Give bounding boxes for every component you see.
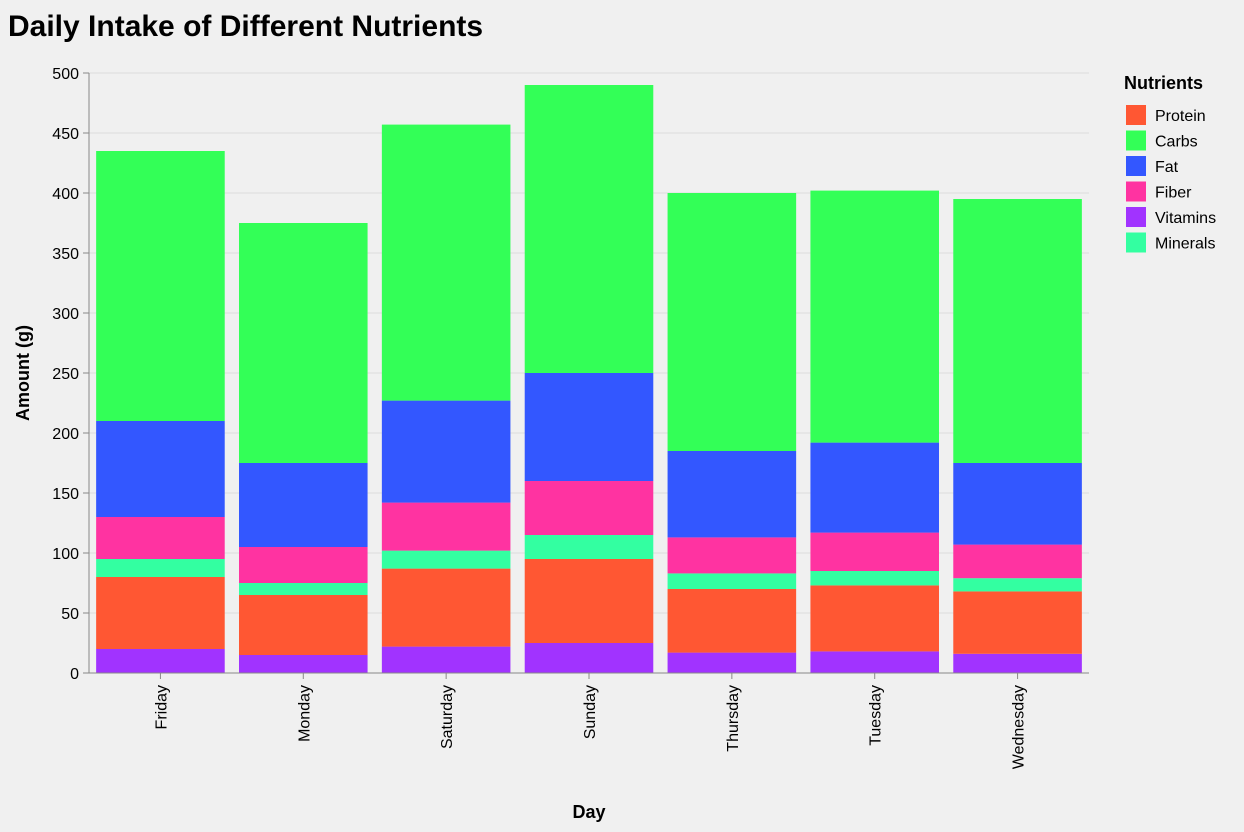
y-tick-label: 0 bbox=[70, 666, 79, 683]
bar-tuesday-fat bbox=[810, 442, 939, 533]
bar-saturday-fat bbox=[381, 400, 511, 503]
legend-label-carbs: Carbs bbox=[1155, 134, 1198, 151]
axes: 0 50 100 150 200 250 300 350 400 450 500 Friday Mond… bbox=[52, 66, 1089, 769]
bar-sunday-protein bbox=[524, 559, 654, 643]
chart-title: Daily Intake of Different Nutrients bbox=[8, 10, 483, 43]
legend-swatch-fat bbox=[1126, 156, 1146, 176]
bar-sunday-carbs bbox=[524, 85, 654, 373]
bar-sunday-minerals bbox=[524, 535, 654, 559]
bar-friday-vitamins bbox=[96, 649, 225, 673]
bar-thursday-minerals bbox=[667, 573, 797, 589]
bar-thursday-carbs bbox=[667, 193, 797, 451]
bar-tuesday-fiber bbox=[810, 532, 939, 571]
bar-monday-fiber bbox=[239, 547, 368, 583]
x-tick-label: Saturday bbox=[439, 685, 456, 749]
bar-wednesday-minerals bbox=[953, 578, 1082, 592]
bar-wednesday-fiber bbox=[953, 544, 1082, 579]
bar-thursday-protein bbox=[667, 589, 797, 653]
bar-friday-fiber bbox=[96, 517, 225, 559]
bar-monday-vitamins bbox=[239, 655, 368, 673]
x-tick-label: Friday bbox=[153, 685, 170, 729]
bar-saturday-protein bbox=[381, 568, 511, 647]
y-tick-label: 350 bbox=[52, 246, 79, 263]
bar-saturday-vitamins bbox=[381, 646, 511, 673]
bar-monday-minerals bbox=[239, 583, 368, 595]
bar-wednesday-carbs bbox=[953, 199, 1082, 463]
x-tick-label: Sunday bbox=[582, 685, 599, 739]
legend-swatch-carbs bbox=[1126, 130, 1146, 151]
bar-sunday-fat bbox=[524, 373, 654, 481]
legend-label-vitamins: Vitamins bbox=[1155, 210, 1216, 227]
legend-swatch-protein bbox=[1126, 105, 1146, 125]
y-tick-label: 100 bbox=[52, 546, 79, 563]
bar-thursday-vitamins bbox=[667, 652, 797, 673]
bar-saturday-fiber bbox=[381, 502, 511, 551]
x-tick-label: Wednesday bbox=[1011, 685, 1028, 769]
legend-title: Nutrients bbox=[1124, 73, 1203, 93]
y-tick-label: 500 bbox=[52, 66, 79, 83]
bar-tuesday-carbs bbox=[810, 190, 939, 443]
bar-monday-fat bbox=[239, 463, 368, 547]
y-tick-label: 150 bbox=[52, 486, 79, 503]
x-tick-label: Tuesday bbox=[868, 685, 885, 746]
bar-tuesday-protein bbox=[810, 585, 939, 652]
legend-label-protein: Protein bbox=[1155, 108, 1206, 125]
bar-friday-minerals bbox=[96, 559, 225, 577]
y-tick-label: 300 bbox=[52, 306, 79, 323]
y-tick-label: 200 bbox=[52, 426, 79, 443]
legend-swatch-fiber bbox=[1126, 181, 1146, 202]
bar-saturday-carbs bbox=[381, 124, 511, 401]
bar-friday-carbs bbox=[96, 151, 225, 421]
x-tick-label: Monday bbox=[296, 685, 313, 742]
bar-wednesday-protein bbox=[953, 591, 1082, 654]
bar-wednesday-vitamins bbox=[953, 653, 1082, 673]
legend-swatch-vitamins bbox=[1126, 207, 1146, 227]
legend-label-minerals: Minerals bbox=[1155, 236, 1215, 253]
legend-label-fiber: Fiber bbox=[1155, 185, 1192, 202]
legend-swatch-minerals bbox=[1126, 232, 1146, 253]
bar-sunday-vitamins bbox=[524, 643, 654, 673]
bar-tuesday-vitamins bbox=[810, 651, 939, 673]
bar-thursday-fat bbox=[667, 451, 797, 538]
bar-saturday-minerals bbox=[381, 550, 511, 569]
y-tick-label: 50 bbox=[61, 606, 79, 623]
legend: Nutrients Protein Carbs Fat Fiber Vitamins Mi… bbox=[1124, 73, 1216, 253]
bar-thursday-fiber bbox=[667, 537, 797, 574]
x-tick-label: Thursday bbox=[725, 685, 742, 752]
bar-friday-fat bbox=[96, 421, 225, 517]
bar-friday-protein bbox=[96, 577, 225, 649]
y-axis-title: Amount (g) bbox=[13, 325, 33, 421]
bar-wednesday-fat bbox=[953, 463, 1082, 545]
y-tick-label: 450 bbox=[52, 126, 79, 143]
bar-monday-carbs bbox=[239, 223, 368, 463]
y-tick-label: 250 bbox=[52, 366, 79, 383]
x-axis-title: Day bbox=[572, 802, 605, 822]
legend-label-fat: Fat bbox=[1155, 159, 1179, 176]
bar-sunday-fiber bbox=[524, 481, 654, 535]
bar-monday-protein bbox=[239, 595, 368, 655]
bar-tuesday-minerals bbox=[810, 571, 939, 586]
bars bbox=[96, 85, 1082, 673]
y-tick-label: 400 bbox=[52, 186, 79, 203]
